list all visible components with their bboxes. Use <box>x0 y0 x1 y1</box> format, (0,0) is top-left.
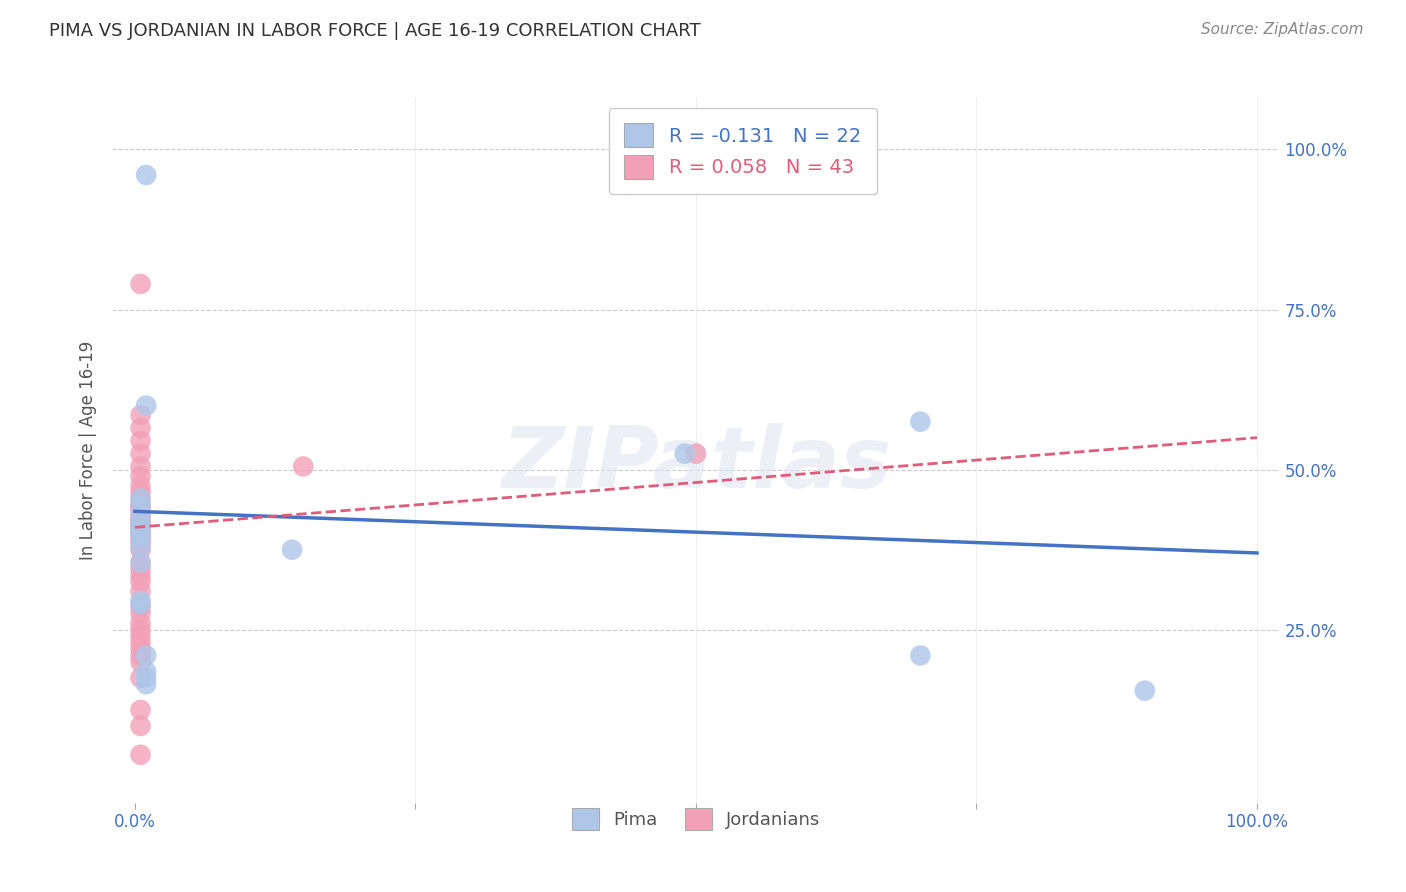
Point <box>129 409 152 423</box>
Point <box>129 469 152 483</box>
Text: ZIPatlas: ZIPatlas <box>501 423 891 506</box>
Point <box>129 635 152 649</box>
Point <box>129 600 152 615</box>
Point <box>292 459 315 474</box>
Point <box>129 517 152 532</box>
Point <box>129 510 152 524</box>
Point <box>129 514 152 528</box>
Point <box>129 504 152 518</box>
Point <box>129 747 152 762</box>
Point <box>129 530 152 544</box>
Point <box>129 447 152 461</box>
Y-axis label: In Labor Force | Age 16-19: In Labor Force | Age 16-19 <box>79 341 97 560</box>
Point <box>135 168 157 182</box>
Point <box>129 520 152 534</box>
Point <box>129 479 152 493</box>
Text: PIMA VS JORDANIAN IN LABOR FORCE | AGE 16-19 CORRELATION CHART: PIMA VS JORDANIAN IN LABOR FORCE | AGE 1… <box>49 22 700 40</box>
Point <box>1133 683 1156 698</box>
Point <box>129 434 152 448</box>
Point <box>129 623 152 637</box>
Point <box>129 485 152 500</box>
Point <box>129 501 152 516</box>
Point <box>129 536 152 550</box>
Point <box>129 584 152 599</box>
Point <box>673 447 696 461</box>
Point <box>129 597 152 611</box>
Point <box>129 491 152 506</box>
Point <box>129 498 152 512</box>
Point <box>129 642 152 657</box>
Point <box>129 524 152 538</box>
Point <box>129 574 152 589</box>
Text: Source: ZipAtlas.com: Source: ZipAtlas.com <box>1201 22 1364 37</box>
Point <box>129 616 152 631</box>
Point <box>129 520 152 534</box>
Point <box>129 562 152 576</box>
Point <box>129 459 152 474</box>
Point <box>129 491 152 506</box>
Point <box>135 665 157 679</box>
Point <box>129 526 152 541</box>
Point <box>129 508 152 522</box>
Point <box>129 277 152 291</box>
Point <box>129 568 152 582</box>
Point <box>281 542 304 557</box>
Point <box>135 399 157 413</box>
Point <box>129 719 152 733</box>
Point <box>910 415 932 429</box>
Point <box>129 655 152 669</box>
Point <box>129 540 152 554</box>
Point <box>129 526 152 541</box>
Point <box>129 556 152 570</box>
Point <box>129 517 152 532</box>
Point <box>129 594 152 608</box>
Point <box>685 447 707 461</box>
Point <box>129 542 152 557</box>
Point <box>129 533 152 548</box>
Point <box>129 498 152 512</box>
Legend: Pima, Jordanians: Pima, Jordanians <box>560 796 832 843</box>
Point <box>135 648 157 663</box>
Point <box>129 629 152 643</box>
Point <box>129 421 152 435</box>
Point <box>135 671 157 685</box>
Point <box>129 648 152 663</box>
Point <box>129 530 152 544</box>
Point <box>129 556 152 570</box>
Point <box>910 648 932 663</box>
Point <box>135 677 157 691</box>
Point <box>129 671 152 685</box>
Point <box>129 607 152 621</box>
Point <box>129 703 152 717</box>
